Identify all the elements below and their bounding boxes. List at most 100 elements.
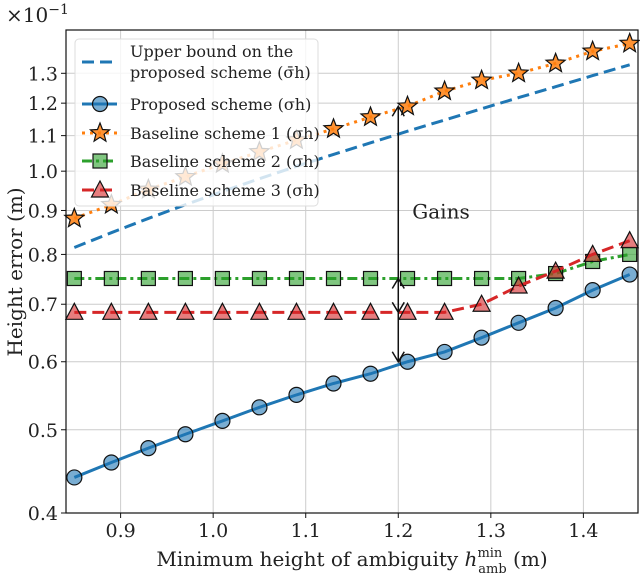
arrowhead [391,277,405,289]
data-point [436,343,453,361]
data-point [622,246,638,263]
y-tick-label: 0.9 [28,200,58,222]
data-point [362,270,379,287]
series-4 [64,230,640,320]
data-point [325,270,342,287]
annotations: Gains [391,104,470,364]
x-tick-label: 1.4 [568,520,598,542]
data-point [177,426,194,443]
data-point [618,31,640,53]
legend-label: Proposed scheme (σh) [130,95,311,114]
data-point [436,270,453,287]
data-point [214,270,231,287]
y-tick-label: 0.5 [28,420,58,442]
data-point [509,275,529,294]
data-point [547,299,564,317]
legend: Upper bound on the proposed scheme (σ̄h) P… [74,38,320,207]
data-point [288,270,305,287]
data-point [286,302,306,320]
data-point [212,302,232,320]
legend-label: Baseline scheme 3 (σh) [130,181,320,200]
series-3 [66,246,638,287]
arrowhead [391,351,405,364]
data-point [510,314,527,331]
x-tick-label: 1.1 [291,520,321,542]
legend-label: Upper bound on the [130,42,293,61]
series-layer [63,31,640,486]
tick-labels: 0.9 1.0 1.1 1.2 1.3 1.4 0.4 0.5 0.6 0.7 0.8 0.9 1.0 1… [28,63,599,542]
data-point [140,270,156,287]
data-point [325,375,342,392]
arrowhead [391,301,405,314]
x-tick-label: 1.2 [383,520,413,542]
data-point [251,399,268,416]
data-point [433,79,456,101]
y-tick-label: 1.3 [28,63,58,85]
arrowhead [391,104,405,117]
legend-label: Baseline scheme 2 (σh) [130,152,320,171]
data-point [64,302,84,320]
data-point [175,302,195,320]
y-tick-label: 1.2 [28,93,58,115]
data-point [66,469,83,486]
legend-marker [91,95,109,113]
data-point [359,105,382,127]
data-point [472,293,492,312]
series-line [74,239,631,314]
data-point [362,365,379,382]
legend-box [74,38,319,207]
data-point [581,39,604,61]
data-point [396,94,419,116]
y-tick-label: 0.4 [28,503,58,525]
y-tick-label: 1.1 [28,126,58,148]
data-point [398,302,418,320]
data-point [584,282,601,299]
data-point [620,230,640,249]
series-1 [66,266,638,486]
series-line [74,252,630,280]
legend-marker [92,153,108,169]
y-tick-label: 0.6 [28,352,58,374]
data-point [103,270,119,287]
data-point [140,440,157,457]
data-point [583,244,603,263]
data-point [101,302,121,320]
data-point [103,454,120,471]
data-point [63,206,86,228]
data-point [546,260,566,279]
data-point [473,270,490,287]
y-tick-label: 0.7 [28,294,58,316]
data-point [473,329,490,346]
data-point [249,302,269,320]
series-0 [73,63,631,249]
legend-label: proposed scheme (σ̄h) [130,63,311,82]
data-point [214,412,231,430]
data-point [470,68,493,90]
x-tick-label: 1.0 [198,520,228,542]
legend-marker [88,121,112,143]
data-point [66,270,82,287]
data-point [177,270,193,287]
y-tick-label: 1.0 [28,161,58,183]
data-point [621,266,638,283]
plot-frame [65,29,639,514]
y-tick-label: 0.8 [28,244,58,266]
data-point [138,302,158,320]
x-tick-label: 0.9 [105,520,135,542]
x-tick-label: 1.3 [476,520,506,542]
data-point [288,386,305,403]
gains-label: Gains [412,199,469,223]
data-point [322,117,345,139]
y-axis-label: Height error (m) [3,187,27,356]
data-point [544,51,567,73]
y-multiplier: ×10−1 [6,2,69,27]
data-point [435,302,455,320]
data-point [251,270,268,287]
x-axis-label: Minimum height of ambiguity hmin amb (m) [156,546,547,576]
data-point [399,270,416,287]
data-point [399,353,416,370]
legend-marker [90,179,110,198]
data-point [323,302,343,320]
